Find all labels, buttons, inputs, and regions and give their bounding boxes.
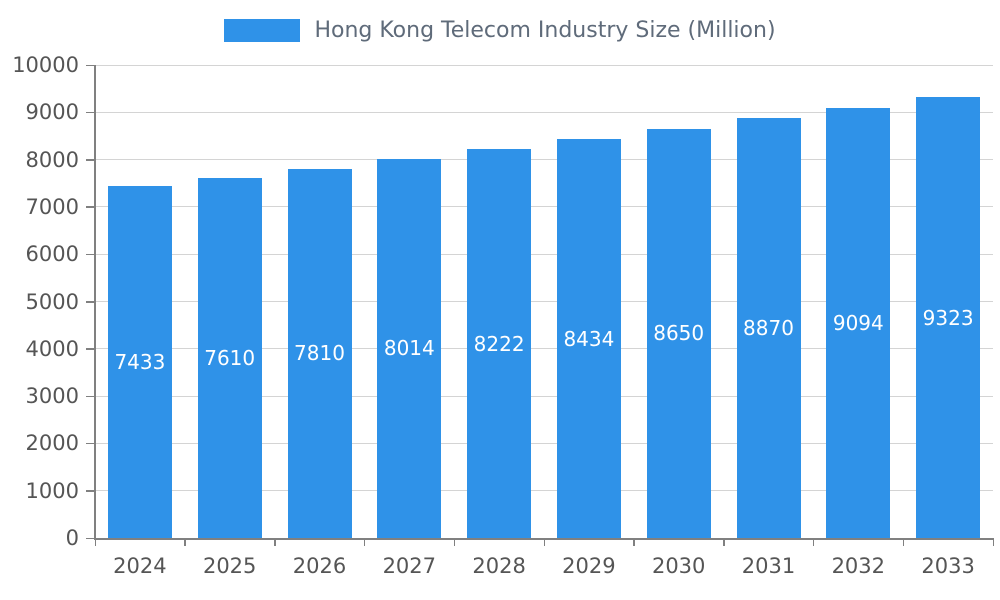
x-tick-mark <box>633 538 635 546</box>
y-tick-mark <box>86 111 95 114</box>
x-tick-mark <box>543 538 545 546</box>
bar[interactable] <box>916 97 981 538</box>
bar[interactable] <box>736 118 801 538</box>
y-axis-line <box>94 65 96 540</box>
bar-value-label: 7433 <box>114 350 166 375</box>
gridline <box>95 395 993 397</box>
bar[interactable] <box>467 149 532 538</box>
x-tick-mark <box>453 538 456 546</box>
x-tick-label: 2030 <box>651 554 706 578</box>
y-tick-label: 4000 <box>25 336 79 361</box>
legend-swatch[interactable] <box>224 19 301 42</box>
x-tick-label: 2032 <box>831 554 886 578</box>
y-tick-mark <box>86 159 95 161</box>
gridline <box>95 111 993 113</box>
gridline <box>95 348 993 350</box>
gridline <box>95 206 993 208</box>
gridline <box>95 253 993 255</box>
legend-label: Hong Kong Telecom Industry Size (Million… <box>314 18 776 43</box>
gridline <box>95 490 993 492</box>
y-tick-label: 7000 <box>25 194 79 219</box>
y-tick-mark <box>86 348 95 350</box>
x-tick-label: 2031 <box>741 554 796 578</box>
y-tick-mark <box>86 490 95 492</box>
y-tick-mark <box>86 395 95 398</box>
bar[interactable] <box>107 186 172 538</box>
bar-value-label: 8222 <box>473 331 525 356</box>
bar[interactable] <box>287 168 352 538</box>
bar[interactable] <box>197 178 262 538</box>
x-tick-mark <box>94 538 96 546</box>
bar-value-label: 8014 <box>383 336 435 361</box>
y-tick-label: 2000 <box>25 431 79 456</box>
y-tick-label: 1000 <box>25 478 79 503</box>
y-tick-label: 3000 <box>25 384 79 409</box>
x-tick-mark <box>274 538 276 546</box>
gridline <box>95 159 993 161</box>
x-tick-label: 2029 <box>562 554 616 578</box>
x-tick-label: 2033 <box>921 554 975 578</box>
bar-value-label: 7810 <box>294 341 345 366</box>
bar[interactable] <box>646 128 711 538</box>
x-tick-mark <box>902 538 905 546</box>
bar-value-label: 8650 <box>653 321 705 346</box>
x-tick-mark <box>992 538 994 546</box>
y-tick-mark <box>86 206 95 208</box>
bar-value-label: 8870 <box>743 316 794 341</box>
x-tick-label: 2028 <box>472 554 526 578</box>
gridline <box>95 301 993 302</box>
bar[interactable] <box>826 107 891 538</box>
bar-value-label: 8434 <box>563 326 615 351</box>
y-tick-mark <box>86 442 95 445</box>
y-tick-label: 5000 <box>25 289 79 314</box>
x-tick-label: 2025 <box>202 554 257 578</box>
y-tick-label: 10000 <box>12 53 79 77</box>
y-tick-mark <box>86 301 95 303</box>
bar-value-label: 9094 <box>832 310 884 335</box>
y-tick-label: 6000 <box>25 242 79 267</box>
y-tick-label: 0 <box>65 526 79 550</box>
y-tick-mark <box>86 64 95 66</box>
x-tick-mark <box>812 538 815 546</box>
x-tick-label: 2027 <box>382 554 437 578</box>
x-tick-label: 2024 <box>113 554 167 578</box>
y-tick-mark <box>86 253 95 256</box>
legend[interactable]: Hong Kong Telecom Industry Size (Million… <box>0 18 1000 43</box>
y-tick-label: 9000 <box>25 100 79 125</box>
bar-value-label: 7610 <box>204 346 256 371</box>
bar[interactable] <box>556 139 621 538</box>
y-tick-mark <box>86 537 95 539</box>
gridline <box>95 442 993 444</box>
x-tick-mark <box>184 538 186 546</box>
bar-value-label: 9323 <box>922 305 974 330</box>
x-tick-mark <box>363 538 366 546</box>
x-tick-label: 2026 <box>292 554 347 578</box>
bar[interactable] <box>377 158 442 538</box>
gridline <box>95 64 993 66</box>
y-tick-label: 8000 <box>25 147 79 172</box>
x-tick-mark <box>723 538 725 546</box>
